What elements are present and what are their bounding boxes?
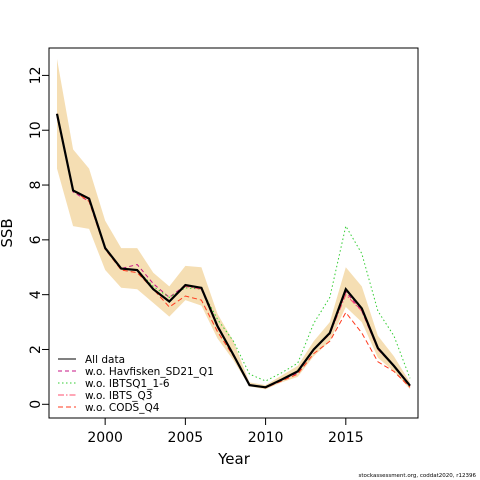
credit-text: stockassessment.org, coddat2020, r12396 <box>358 473 476 479</box>
legend-label-4: w.o. IBTS_Q3 <box>85 390 152 402</box>
y-axis-title: SSB <box>0 218 16 247</box>
y-tick-label-2: 2 <box>28 345 44 354</box>
series-line-3 <box>56 113 411 382</box>
x-axis: 2000 2005 2010 2015 <box>87 418 364 446</box>
x-tick-label-2015: 2015 <box>328 430 364 446</box>
legend-label-1: All data <box>85 354 125 366</box>
confidence-band <box>57 59 410 390</box>
y-tick-label-0: 0 <box>28 400 44 409</box>
y-axis: 0 2 4 6 8 10 12 <box>28 66 49 409</box>
y-tick-label-10: 10 <box>28 121 44 139</box>
x-axis-title: Year <box>217 450 251 468</box>
x-tick-label-2005: 2005 <box>168 430 204 446</box>
legend-label-2: w.o. Havfisken_SD21_Q1 <box>85 366 214 378</box>
y-tick-label-6: 6 <box>28 235 44 244</box>
x-tick-label-2000: 2000 <box>87 430 123 446</box>
y-tick-label-4: 4 <box>28 290 44 299</box>
legend-label-5: w.o. CODS_Q4 <box>85 402 160 414</box>
series-line-1 <box>55 113 411 389</box>
series-layer <box>55 113 411 389</box>
y-tick-label-8: 8 <box>28 181 44 190</box>
x-tick-label-2010: 2010 <box>248 430 284 446</box>
plot-frame <box>48 47 419 419</box>
y-tick-label-12: 12 <box>28 66 44 84</box>
confidence-band-layer <box>57 59 410 390</box>
legend-label-3: w.o. IBTSQ1_1-6 <box>85 378 170 390</box>
